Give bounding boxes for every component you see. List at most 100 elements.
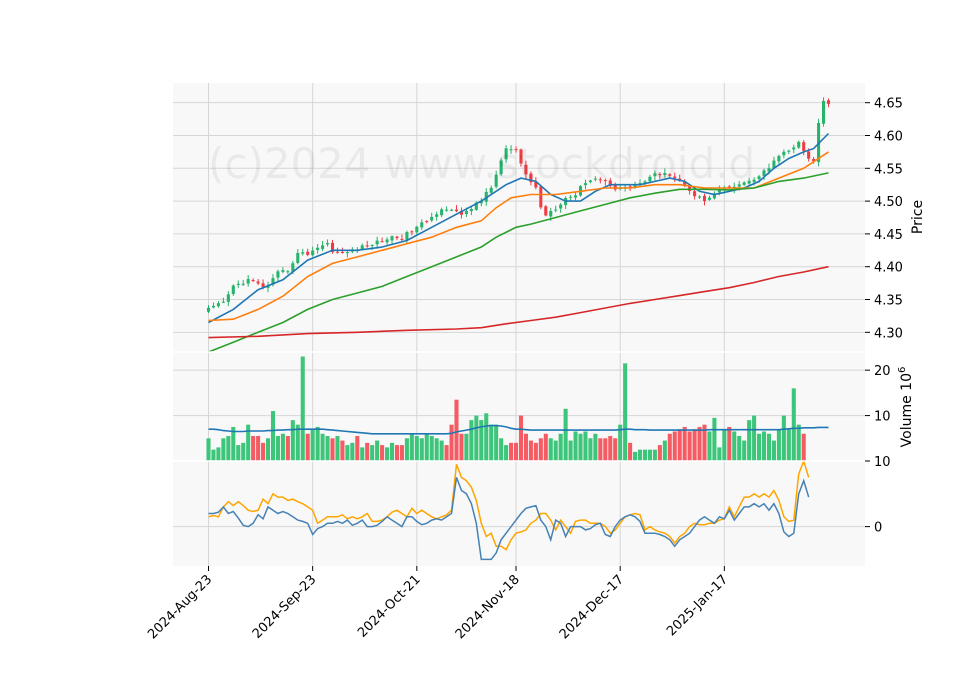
candle-body [226,294,230,302]
volume-bar [310,429,315,461]
candle-body [544,206,548,216]
candle-body [772,160,776,169]
candle-body [266,285,270,288]
volume-bar [419,438,424,461]
oscillator-tick-label: 0 [874,521,882,536]
volume-bar [588,438,593,461]
volume-bar [360,447,365,461]
volume-bar [325,436,330,461]
candle-body [593,178,597,180]
candle-body [425,221,429,223]
volume-bar [275,436,280,461]
candle-body [812,159,816,162]
candle-body [216,303,220,307]
candle-body [256,281,260,284]
volume-bar [642,449,648,461]
price-axis-label: Price [910,200,926,234]
volume-bar [246,424,251,461]
candle-body [276,271,280,278]
candle-body [459,210,463,215]
volume-bar [757,433,762,461]
price-tick-label: 4.65 [874,97,903,112]
volume-bar [781,415,786,461]
candle-body [445,209,449,211]
volume-ma-line [208,424,829,435]
volume-bar [345,445,350,461]
candle-body [360,245,364,250]
candle-body [608,180,612,186]
osc-a-line [208,458,810,551]
candle-body [653,173,657,177]
candle-body [241,283,245,285]
volume-bar [543,433,548,461]
candle-body [286,271,290,273]
volume-bar [484,413,489,461]
date-tick-label: 2024-Nov-18 [453,572,523,642]
volume-bar [385,447,390,461]
volume-bar [801,433,806,461]
volume-bar [672,431,677,461]
volume-bar [454,399,459,461]
volume-bar [583,431,588,461]
volume-bar [791,388,796,461]
volume-bar [211,449,216,461]
price-tick-label: 4.45 [874,228,903,243]
price-tick-label: 4.40 [874,261,903,276]
candle-body [340,252,344,254]
volume-bar [578,433,583,461]
date-tick-label: 2024-Sep-23 [250,572,320,642]
price-tick-label: 4.50 [874,195,903,210]
volume-bar [340,440,345,461]
volume-bar [796,424,801,461]
candle-body [802,142,806,151]
candle-body [281,270,285,272]
candle-body [757,176,761,179]
volume-bar [593,433,598,461]
candle-body [707,197,711,200]
volume-bar [776,429,781,461]
candle-body [479,200,483,204]
candle-body [752,179,756,182]
volume-bar [241,442,246,461]
volume-bar [375,440,380,461]
volume-bar [295,424,300,461]
candle-body [668,174,672,176]
volume-bar [439,440,444,461]
candle-body [638,182,642,184]
volume-bar [657,445,662,461]
price-panel-background [173,83,865,352]
volume-bar [717,447,722,461]
volume-bar [737,436,742,461]
volume-panel: 10 20 [173,352,891,461]
volume-bar [523,433,528,461]
candle-body [311,250,315,256]
volume-bar [499,438,504,461]
candle-body [688,185,692,191]
candle-body [380,241,384,243]
candle-body [231,285,235,295]
candle-body [673,176,677,179]
date-tick-label: 2024-Dec-17 [557,572,627,642]
volume-bar [404,438,409,461]
candle-body [797,141,801,148]
candle-body [643,181,647,183]
volume-bar [652,449,657,461]
candle-body [261,283,265,288]
candle-body [787,150,791,152]
volume-bar [236,445,241,461]
volume-bar [370,445,375,461]
volume-bar [489,424,494,461]
candle-body [514,149,518,151]
candle-body [782,151,786,156]
volume-bar [270,411,276,461]
volume-bar [692,429,697,461]
candle-body [588,180,592,183]
volume-bar [394,445,400,461]
candle-body [375,240,379,245]
candle-body [534,181,538,188]
candle-body [826,100,831,104]
candle-body [569,196,573,198]
volume-bar [553,440,558,461]
ma-200-line [208,265,829,339]
volume-bar [285,436,290,461]
